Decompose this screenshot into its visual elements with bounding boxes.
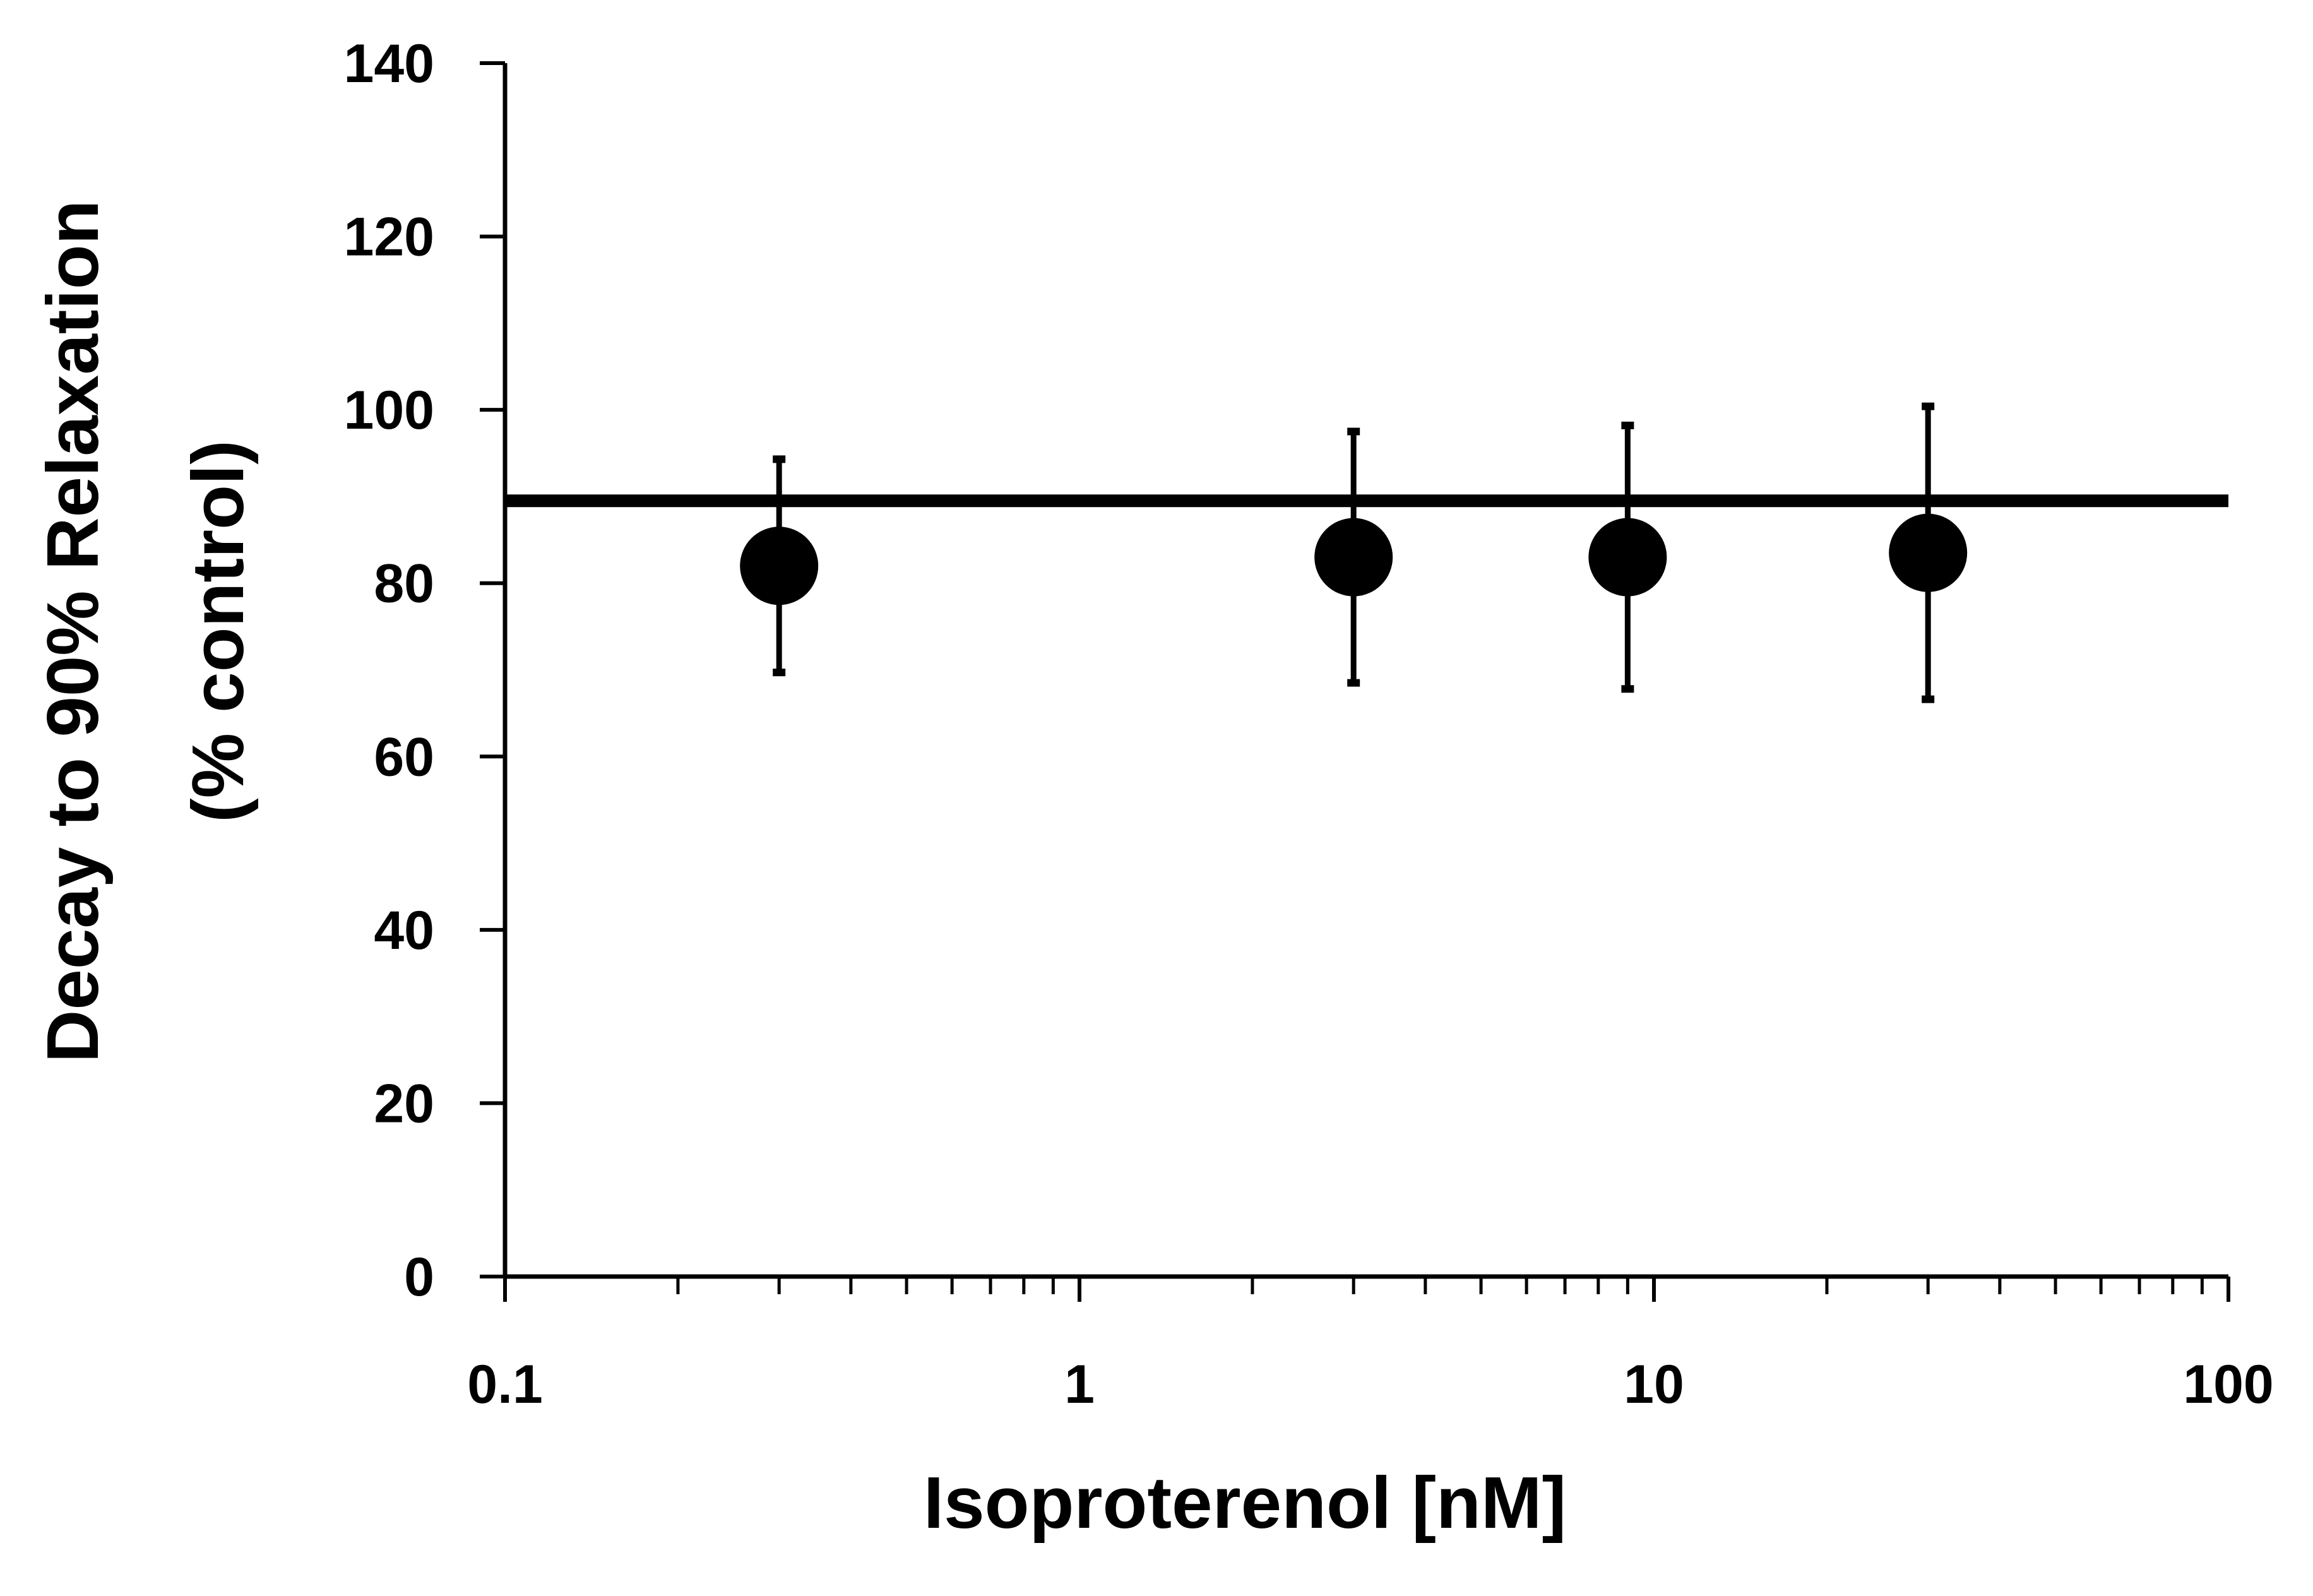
- data-point: [740, 527, 819, 605]
- x-tick-label: 10: [1624, 1354, 1684, 1415]
- data-point: [1314, 518, 1393, 597]
- y-tick-label: 0: [404, 1247, 434, 1307]
- x-tick-label: 1: [1064, 1354, 1095, 1415]
- y-tick-label: 80: [374, 554, 434, 614]
- x-axis: 0.1 1 10 100: [467, 1274, 2274, 1415]
- y-tick-label: 140: [344, 33, 435, 94]
- data-point: [1588, 518, 1667, 597]
- x-axis-title: Isoproterenol [nM]: [924, 1462, 1566, 1544]
- data-points: [740, 402, 1968, 703]
- y-axis-title-line-2: (% control): [177, 440, 259, 823]
- x-tick-label: 100: [2183, 1354, 2274, 1415]
- y-axis: 0 20 40 60 80 100 120 140: [344, 33, 508, 1307]
- y-tick-label: 60: [374, 727, 434, 787]
- data-point: [1889, 513, 1968, 592]
- y-axis-title-line-1: Decay to 90% Relaxation: [32, 200, 114, 1063]
- y-tick-label: 20: [374, 1073, 434, 1134]
- y-tick-label: 120: [344, 207, 435, 268]
- y-tick-label: 100: [344, 380, 435, 441]
- y-axis-title: Decay to 90% Relaxation (% control): [32, 200, 259, 1063]
- x-tick-label: 0.1: [467, 1354, 543, 1415]
- y-tick-label: 40: [374, 900, 434, 961]
